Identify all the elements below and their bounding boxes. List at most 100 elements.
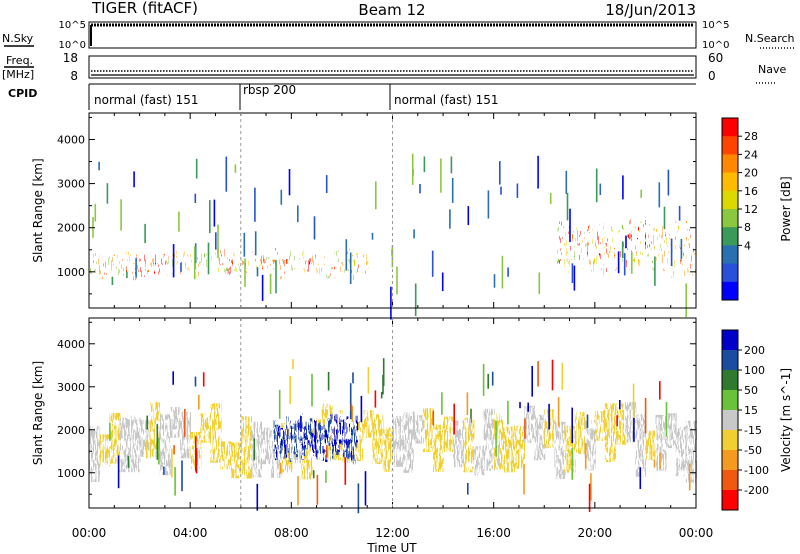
echo-cell: [677, 221, 681, 244]
colorbar-swatch: [722, 450, 738, 471]
colorbar-tick-label: 16: [744, 185, 758, 198]
echo-cell: [344, 422, 347, 459]
echo-cell: [615, 403, 627, 445]
echo-speckle: [178, 211, 180, 232]
echo-cell: [282, 429, 285, 459]
cpid-label: CPID: [8, 87, 37, 100]
colorbar-tick-label: 28: [744, 130, 758, 143]
echo-speckle: [297, 476, 299, 506]
echo-cell: [619, 240, 623, 267]
echo-cell: [246, 255, 253, 272]
echo-cell: [129, 415, 141, 473]
colorbar-swatch: [722, 118, 738, 137]
echo-cell: [340, 419, 343, 442]
echo-speckle: [603, 409, 606, 431]
colorbar-swatch: [722, 390, 738, 411]
echo-cell: [288, 440, 292, 462]
nave-tick-top: 60: [708, 51, 723, 65]
echo-cell: [443, 416, 455, 452]
cpid-row: CPID normal (fast) 151 rbsp 200 normal (…: [8, 83, 696, 110]
echo-cell: [604, 403, 616, 462]
echo-speckle: [516, 183, 519, 198]
echo-speckle: [469, 418, 472, 434]
echo-cell: [675, 426, 687, 477]
echo-speckle: [639, 467, 642, 489]
echo-cell: [392, 416, 404, 467]
echo-cell: [311, 254, 318, 266]
echo-cell: [591, 232, 595, 272]
echo-cell: [333, 436, 336, 452]
echo-cell: [93, 253, 100, 273]
echo-speckle: [364, 471, 367, 506]
echo-cell: [290, 420, 293, 443]
echo-speckle: [390, 286, 392, 320]
echo-cell: [684, 221, 688, 254]
nsky-panel-frame: [88, 21, 697, 49]
echo-cell: [89, 260, 95, 275]
x-tick-label: 12:00: [375, 526, 410, 540]
echo-speckle: [491, 371, 494, 386]
echo-cell: [675, 220, 679, 254]
echo-cell: [250, 421, 262, 478]
echo-cell: [382, 427, 394, 472]
echo-cell: [463, 417, 475, 473]
echo-speckle: [441, 392, 443, 415]
echo-cell: [306, 254, 313, 274]
echo-cell: [341, 419, 345, 445]
echo-speckle: [213, 199, 216, 227]
echo-speckle: [198, 394, 200, 410]
echo-speckle: [120, 199, 122, 231]
echo-cell: [649, 223, 653, 250]
echo-cell: [334, 250, 341, 267]
echo-speckle: [561, 362, 564, 390]
echo-speckle: [680, 239, 683, 259]
echo-speckle: [590, 473, 592, 501]
echo-speckle: [423, 156, 426, 173]
echo-cell: [172, 251, 179, 272]
beam-title: Beam 12: [358, 1, 425, 19]
echo-cell: [348, 423, 352, 449]
echo-speckle: [174, 467, 176, 496]
echo-cell: [566, 247, 570, 273]
echo-cell: [316, 430, 320, 460]
echo-cell: [315, 442, 318, 459]
echo-speckle: [225, 156, 228, 192]
echo-speckle: [325, 175, 328, 193]
y-tick-label: 1000: [57, 266, 85, 279]
colorbar-tick-label: 20: [744, 167, 758, 180]
echo-cell: [493, 413, 505, 470]
echo-cell: [121, 259, 128, 276]
echo-cell: [524, 405, 536, 443]
echo-cell: [301, 431, 313, 480]
echo-speckle: [493, 274, 496, 288]
echo-cell: [163, 253, 169, 268]
echo-cell: [237, 259, 243, 277]
echo-speckle: [360, 395, 363, 422]
echo-cell: [149, 257, 155, 272]
colorbar-tick-label: 24: [744, 148, 758, 161]
echo-speckle: [440, 158, 442, 193]
echo-cell: [159, 414, 171, 476]
echo-speckle: [217, 224, 219, 259]
echo-cell: [584, 420, 596, 471]
echo-speckle: [499, 161, 501, 185]
echo-cell: [352, 433, 356, 465]
echo-cell: [307, 424, 310, 446]
echo-speckle: [244, 258, 246, 287]
echo-cell: [587, 225, 591, 269]
echo-speckle: [654, 256, 656, 286]
echo-speckle: [466, 392, 469, 415]
echo-cell: [600, 222, 605, 271]
echo-cell: [665, 413, 677, 448]
echo-cell: [330, 441, 334, 461]
echo-speckle: [254, 187, 256, 222]
echo-cell: [195, 254, 202, 277]
echo-speckle: [380, 391, 383, 399]
echo-speckle: [146, 440, 148, 459]
echo-cell: [228, 252, 234, 275]
echo-cell: [230, 442, 242, 479]
colorbar-tick-label: 15: [744, 404, 758, 417]
echo-speckle: [413, 411, 415, 435]
y-tick-label: 4000: [57, 133, 85, 146]
echo-layer: [89, 401, 697, 483]
